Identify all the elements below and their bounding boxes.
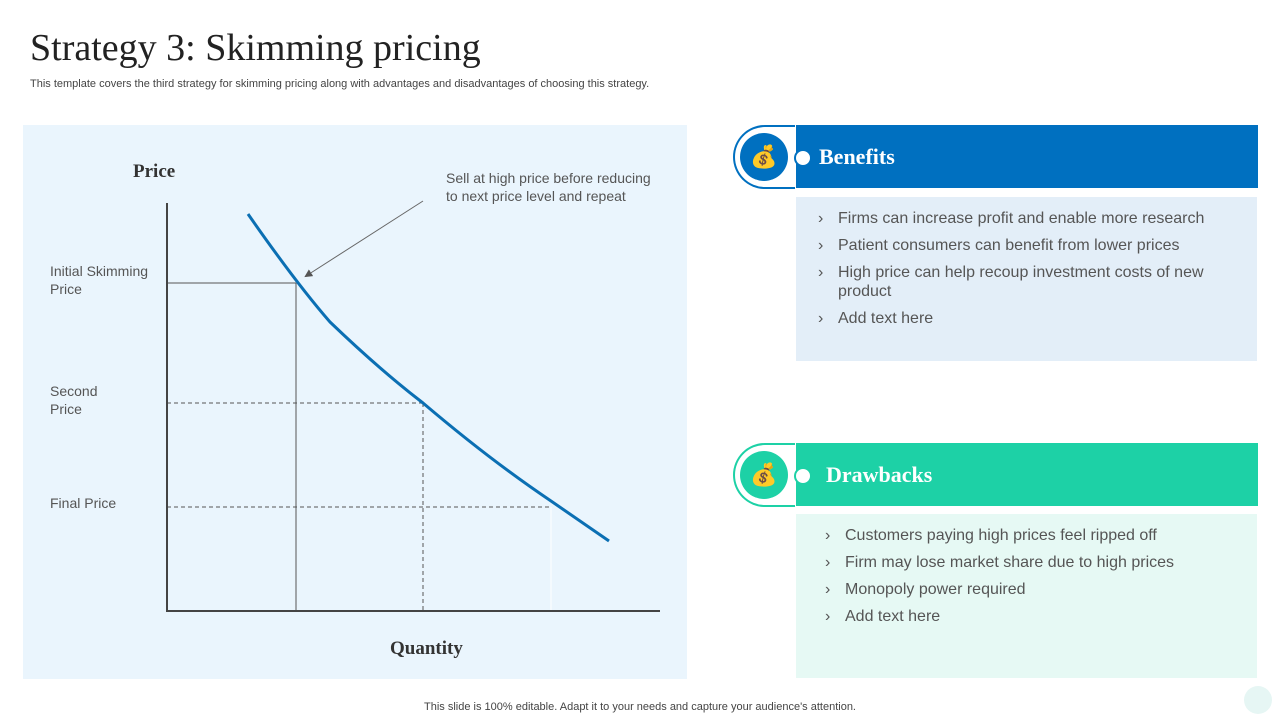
drawback-item: › Add text here [825,608,941,625]
drawbacks-badge-frame [733,443,795,507]
annotation-text: Sell at high price before reducing [446,170,651,186]
annotation-text: to next price level and repeat [446,188,626,204]
level-label: Initial Skimming [50,263,148,279]
benefits-header: Benefits [796,125,1258,188]
level-label: Second [50,383,97,399]
drawback-item: › Firm may lose market share due to high … [825,554,1175,571]
connector-knob [794,467,812,485]
drawback-item: › Monopoly power required [825,581,1026,598]
drawback-item: › Customers paying high prices feel rippe… [825,527,1157,544]
benefit-item: › High price can help recoup investment c… [818,264,1204,300]
level-label: Price [50,281,82,297]
level-label: Price [50,401,82,417]
axes [166,203,660,612]
money-bag-hand-icon: 💰 [740,133,788,181]
level-label: Final Price [50,495,116,511]
skimming-diagram: Price Quantity Initial Skimming Price Se… [23,125,687,679]
drawbacks-list: › Customers paying high prices feel rippe… [796,514,1257,678]
benefit-item: › Patient consumers can benefit from lowe… [818,237,1180,254]
annotation-arrow [304,200,424,278]
corner-decoration [1244,686,1272,714]
page-title: Strategy 3: Skimming pricing [30,27,481,69]
benefit-item: › Firms can increase profit and enable mo… [818,210,1205,227]
page-subtitle: This template covers the third strategy … [30,78,650,90]
money-bag-hand-icon: 💰 [740,451,788,499]
benefit-item: › Add text here [818,310,934,327]
footer-note: This slide is 100% editable. Adapt it to… [424,701,856,713]
demand-curve [246,213,610,543]
benefits-list: › Firms can increase profit and enable mo… [796,197,1257,361]
x-axis-label: Quantity [390,638,463,659]
diagram-svg: Price Quantity Initial Skimming Price Se… [50,161,660,659]
benefits-badge-frame [733,125,795,189]
drawbacks-header: Drawbacks [796,443,1258,506]
y-axis-label: Price [133,161,175,182]
connector-knob [794,149,812,167]
